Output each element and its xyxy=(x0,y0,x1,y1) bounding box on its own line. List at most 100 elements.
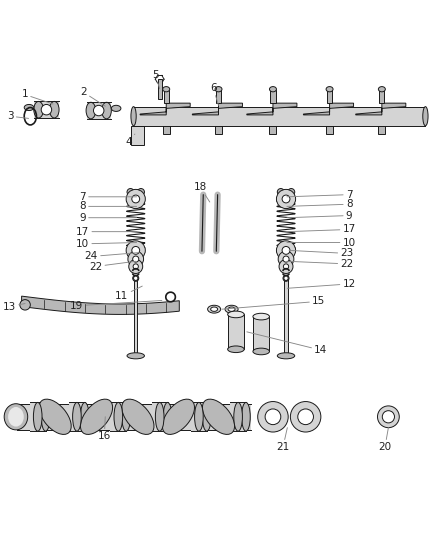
Ellipse shape xyxy=(131,107,136,126)
Bar xyxy=(69,402,85,431)
Ellipse shape xyxy=(73,402,81,431)
Ellipse shape xyxy=(24,104,34,110)
Circle shape xyxy=(277,189,295,208)
Ellipse shape xyxy=(277,353,295,359)
Text: 3: 3 xyxy=(7,111,28,121)
Text: 19: 19 xyxy=(70,301,162,311)
Bar xyxy=(379,90,385,103)
Ellipse shape xyxy=(253,313,270,320)
Ellipse shape xyxy=(253,348,270,355)
Circle shape xyxy=(258,401,288,432)
Text: 17: 17 xyxy=(76,227,137,237)
Ellipse shape xyxy=(127,353,145,359)
Bar xyxy=(327,90,332,103)
Ellipse shape xyxy=(215,86,222,92)
Ellipse shape xyxy=(122,402,131,431)
Ellipse shape xyxy=(194,402,203,431)
Ellipse shape xyxy=(4,403,28,430)
Circle shape xyxy=(134,276,138,280)
Bar xyxy=(134,107,425,126)
Circle shape xyxy=(129,260,143,273)
Ellipse shape xyxy=(111,106,121,111)
Ellipse shape xyxy=(114,402,123,431)
Ellipse shape xyxy=(228,307,235,311)
Text: 5: 5 xyxy=(152,70,160,89)
Circle shape xyxy=(133,264,139,269)
Bar xyxy=(87,102,111,119)
Text: 22: 22 xyxy=(287,259,354,269)
Text: 8: 8 xyxy=(79,201,137,212)
Ellipse shape xyxy=(208,305,221,313)
Circle shape xyxy=(279,260,293,273)
Circle shape xyxy=(278,251,294,267)
Circle shape xyxy=(133,256,139,262)
Text: 23: 23 xyxy=(289,248,354,259)
Ellipse shape xyxy=(163,399,194,434)
Text: 10: 10 xyxy=(76,239,137,249)
Text: 1: 1 xyxy=(21,90,53,104)
Text: 21: 21 xyxy=(276,427,290,453)
Circle shape xyxy=(283,256,289,262)
Circle shape xyxy=(277,189,284,196)
Bar xyxy=(111,402,126,431)
Text: 16: 16 xyxy=(98,417,111,441)
Text: 18: 18 xyxy=(194,182,210,202)
Circle shape xyxy=(277,241,295,260)
Ellipse shape xyxy=(80,399,113,434)
Polygon shape xyxy=(303,103,354,115)
Circle shape xyxy=(378,406,399,427)
Ellipse shape xyxy=(211,307,218,311)
Polygon shape xyxy=(192,103,243,115)
Ellipse shape xyxy=(423,107,428,126)
Ellipse shape xyxy=(86,102,96,119)
Bar xyxy=(230,402,246,431)
Text: 6: 6 xyxy=(210,83,218,106)
Ellipse shape xyxy=(228,311,244,318)
Ellipse shape xyxy=(163,86,170,92)
Bar xyxy=(253,317,270,351)
Text: 9: 9 xyxy=(79,213,137,223)
Circle shape xyxy=(265,409,281,425)
Text: 15: 15 xyxy=(222,296,325,309)
Text: 12: 12 xyxy=(287,279,356,289)
Ellipse shape xyxy=(202,402,211,431)
Circle shape xyxy=(288,189,295,196)
Ellipse shape xyxy=(49,101,59,118)
Ellipse shape xyxy=(270,86,277,92)
Ellipse shape xyxy=(34,101,43,118)
Bar xyxy=(191,402,207,431)
Ellipse shape xyxy=(326,86,333,92)
Text: 7: 7 xyxy=(79,192,137,202)
Bar xyxy=(378,126,385,134)
Circle shape xyxy=(298,409,313,425)
Text: 9: 9 xyxy=(287,211,353,221)
Text: 14: 14 xyxy=(247,332,327,355)
Bar xyxy=(34,101,59,118)
Ellipse shape xyxy=(283,275,289,281)
Circle shape xyxy=(20,300,30,310)
Ellipse shape xyxy=(80,402,89,431)
Ellipse shape xyxy=(122,399,154,434)
Text: 10: 10 xyxy=(287,238,356,247)
Bar xyxy=(228,314,244,349)
Bar xyxy=(132,126,145,146)
Circle shape xyxy=(282,246,290,254)
Circle shape xyxy=(127,189,134,196)
Ellipse shape xyxy=(8,407,24,426)
Ellipse shape xyxy=(39,399,71,434)
Circle shape xyxy=(94,106,104,116)
Circle shape xyxy=(284,276,288,280)
Ellipse shape xyxy=(33,402,42,431)
Text: 13: 13 xyxy=(3,302,25,312)
Bar xyxy=(284,277,288,356)
Circle shape xyxy=(290,401,321,432)
Text: 7: 7 xyxy=(287,190,353,200)
Circle shape xyxy=(284,264,288,269)
Circle shape xyxy=(132,195,140,203)
Ellipse shape xyxy=(163,402,172,431)
Ellipse shape xyxy=(156,402,164,431)
Polygon shape xyxy=(140,103,190,115)
Ellipse shape xyxy=(41,402,50,431)
Circle shape xyxy=(282,195,290,203)
Text: 24: 24 xyxy=(85,252,139,262)
